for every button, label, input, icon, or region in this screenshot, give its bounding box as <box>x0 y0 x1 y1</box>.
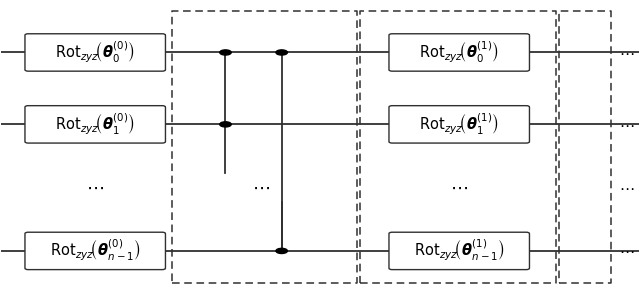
Text: $\cdots$: $\cdots$ <box>252 179 270 197</box>
Text: $\mathrm{Rot}_{zyz}\!\left(\boldsymbol{\theta}_{n-1}^{(1)}\right)$: $\mathrm{Rot}_{zyz}\!\left(\boldsymbol{\… <box>414 238 504 264</box>
Text: $\mathrm{Rot}_{zyz}\!\left(\boldsymbol{\theta}_{n-1}^{(0)}\right)$: $\mathrm{Rot}_{zyz}\!\left(\boldsymbol{\… <box>50 238 141 264</box>
Text: $\mathrm{Rot}_{zyz}\!\left(\boldsymbol{\theta}_{0}^{(0)}\right)$: $\mathrm{Rot}_{zyz}\!\left(\boldsymbol{\… <box>56 40 135 65</box>
FancyBboxPatch shape <box>25 106 166 143</box>
FancyBboxPatch shape <box>25 232 166 270</box>
Text: $\cdots$: $\cdots$ <box>619 180 634 195</box>
Text: $\cdots$: $\cdots$ <box>619 45 634 60</box>
Text: $\mathrm{Rot}_{zyz}\!\left(\boldsymbol{\theta}_{1}^{(0)}\right)$: $\mathrm{Rot}_{zyz}\!\left(\boldsymbol{\… <box>56 112 135 137</box>
Circle shape <box>220 122 231 127</box>
Circle shape <box>276 50 287 55</box>
FancyBboxPatch shape <box>25 34 166 71</box>
Text: $\cdots$: $\cdots$ <box>619 243 634 258</box>
FancyBboxPatch shape <box>389 232 529 270</box>
Text: $\mathrm{Rot}_{zyz}\!\left(\boldsymbol{\theta}_{0}^{(1)}\right)$: $\mathrm{Rot}_{zyz}\!\left(\boldsymbol{\… <box>419 40 499 65</box>
FancyBboxPatch shape <box>389 34 529 71</box>
Circle shape <box>220 50 231 55</box>
Text: $\cdots$: $\cdots$ <box>86 179 104 197</box>
Text: $\cdots$: $\cdots$ <box>619 117 634 132</box>
FancyBboxPatch shape <box>389 106 529 143</box>
Text: $\mathrm{Rot}_{zyz}\!\left(\boldsymbol{\theta}_{1}^{(1)}\right)$: $\mathrm{Rot}_{zyz}\!\left(\boldsymbol{\… <box>419 112 499 137</box>
Circle shape <box>276 248 287 253</box>
Text: $\cdots$: $\cdots$ <box>450 179 468 197</box>
